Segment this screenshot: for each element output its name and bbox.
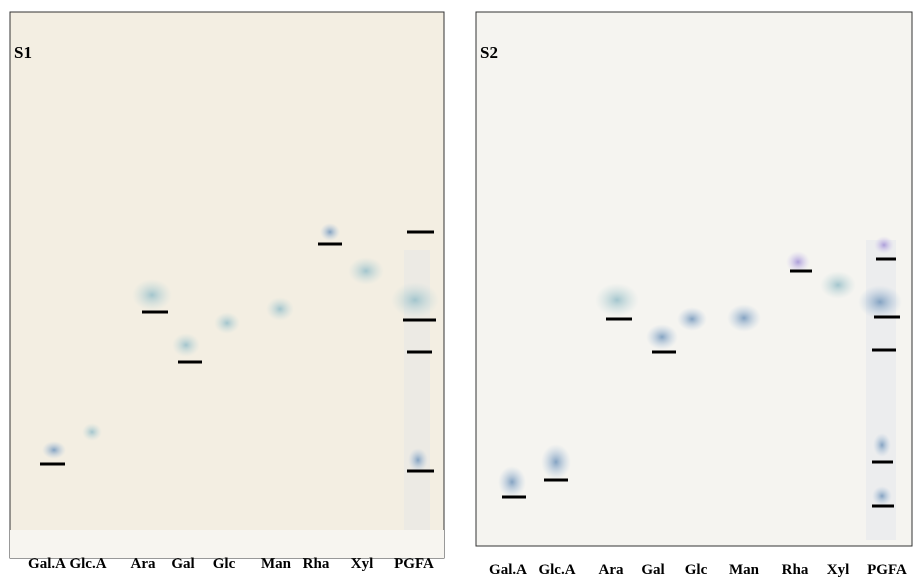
lane-label: Glc [213, 556, 236, 572]
spot [541, 444, 571, 480]
lane-label: Glc.A [538, 562, 575, 578]
spot [42, 441, 66, 459]
spot [266, 297, 294, 321]
lane-label: Ara [599, 562, 624, 578]
markers [40, 230, 436, 473]
lane-label: Gal [171, 556, 194, 572]
lane-label: Rha [782, 562, 809, 578]
lane-label: Ara [131, 556, 156, 572]
panel-s1: S1 Gal.A Glc.A Ara Gal Glc Man Rha Xyl P… [9, 11, 445, 572]
spot [820, 271, 856, 299]
lane-label: Glc.A [69, 556, 106, 572]
spots [42, 223, 439, 472]
spot [727, 304, 761, 332]
spot [786, 251, 810, 273]
lane-label: Xyl [351, 556, 374, 572]
lane-label: Gal.A [489, 562, 527, 578]
spot [408, 448, 428, 472]
spot [391, 282, 439, 318]
lane-labels: Gal.A Glc.A Ara Gal Glc Man Rha Xyl PGFA [28, 556, 434, 572]
spot [874, 236, 894, 254]
lane-label: Man [729, 562, 760, 578]
spot [858, 285, 902, 319]
spot [872, 486, 892, 506]
spot [132, 279, 172, 311]
lane-label: Man [261, 556, 292, 572]
panel-s2: S2 Gal.A Glc.A Ara Gal Glc Man Rha Xyl P… [475, 11, 913, 578]
spot [214, 312, 240, 334]
spot [873, 433, 891, 457]
lane-label: PGFA [394, 556, 434, 572]
markers [502, 257, 900, 508]
spot [82, 423, 102, 441]
plate [9, 11, 445, 559]
lane-label: Glc [685, 562, 708, 578]
spot [348, 257, 384, 285]
spot [498, 466, 526, 498]
spot [320, 223, 340, 241]
spot [172, 333, 200, 357]
plate-bottom [10, 530, 444, 558]
spot [646, 324, 678, 350]
spots [498, 236, 902, 506]
lane-labels: Gal.A Glc.A Ara Gal Glc Man Rha Xyl PGFA [489, 562, 907, 578]
panel-label: S2 [480, 43, 498, 62]
lane-label: Gal.A [28, 556, 66, 572]
spot [677, 307, 707, 331]
lane-label: PGFA [867, 562, 907, 578]
lane-label: Rha [303, 556, 330, 572]
panel-label: S1 [14, 43, 32, 62]
spot [595, 283, 639, 317]
lane-label: Gal [641, 562, 664, 578]
lane-label: Xyl [827, 562, 850, 578]
